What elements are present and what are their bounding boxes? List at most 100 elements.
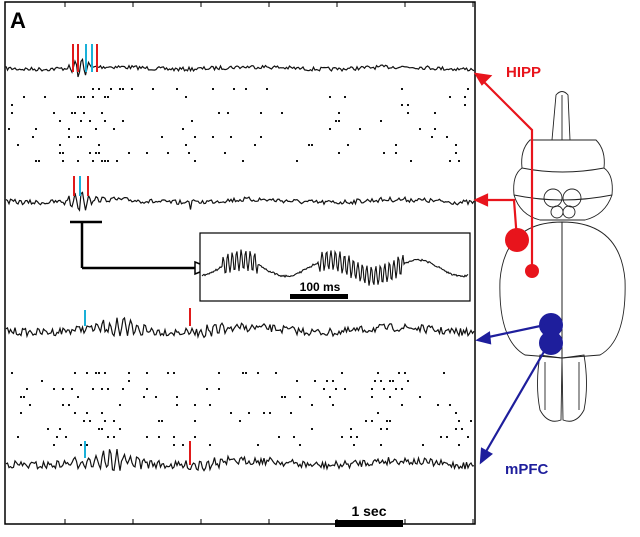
hipp-spike	[329, 128, 331, 130]
hipp-spike	[161, 136, 163, 138]
mpfc-spike	[299, 444, 301, 446]
inset-frame	[199, 232, 471, 302]
hipp-spike	[131, 88, 133, 90]
hipp-spike	[59, 144, 61, 146]
hipp-spike	[77, 160, 79, 162]
mpfc-spike	[377, 412, 379, 414]
mpfc-spike	[95, 372, 97, 374]
hipp-spike	[212, 136, 214, 138]
hipp-spike	[95, 152, 97, 154]
mpfc-spike	[101, 412, 103, 414]
mpfc-spike	[455, 412, 457, 414]
mpfc-spike	[293, 436, 295, 438]
hipp-spike	[434, 112, 436, 114]
mpfc-spike	[332, 404, 334, 406]
hipp-spike	[431, 136, 433, 138]
time-scale-bar	[335, 520, 403, 527]
hipp-spike	[176, 88, 178, 90]
hipp-spike	[455, 152, 457, 154]
mpfc-spike	[380, 428, 382, 430]
mpfc-spike	[404, 372, 406, 374]
inset-trace	[201, 249, 469, 286]
mpfc-spike	[401, 388, 403, 390]
mpfc-spike	[194, 420, 196, 422]
hipp-spike	[359, 128, 361, 130]
hipp-spike	[92, 88, 94, 90]
mpfc-trace-1	[5, 316, 475, 339]
mpfc-spike	[329, 396, 331, 398]
mpfc-spike	[167, 372, 169, 374]
hipp-spike	[401, 104, 403, 106]
hipp-spike	[113, 128, 115, 130]
mpfc-arrows	[475, 323, 546, 465]
mpfc-spike	[113, 436, 115, 438]
mpfc-spike	[173, 372, 175, 374]
mpfc-spike	[104, 420, 106, 422]
hipp-spike	[92, 96, 94, 98]
hipp-spike	[116, 160, 118, 162]
mpfc-spike	[146, 388, 148, 390]
mpfc-spike	[92, 388, 94, 390]
hipp-spike	[218, 112, 220, 114]
mpfc-spike	[239, 420, 241, 422]
hipp-spike	[266, 88, 268, 90]
hipp-spike	[464, 104, 466, 106]
mpfc-spike	[311, 404, 313, 406]
hipp-spike	[395, 152, 397, 154]
hipp-spike	[68, 128, 70, 130]
hipp-spike	[338, 152, 340, 154]
hipp-spike	[344, 96, 346, 98]
mpfc-spike	[182, 444, 184, 446]
hipp-spike	[395, 144, 397, 146]
mpfc-spike	[173, 436, 175, 438]
inset-callout	[70, 220, 195, 270]
mpfc-spike	[218, 388, 220, 390]
hipp-spike	[74, 112, 76, 114]
hipp-spike	[401, 88, 403, 90]
mpfc-spike	[356, 436, 358, 438]
hipp-spike	[23, 96, 25, 98]
hipp-spike	[260, 112, 262, 114]
mpfc-spike	[326, 380, 328, 382]
hipp-spike	[80, 136, 82, 138]
mpfc-spike	[380, 380, 382, 382]
mpfc-spike	[353, 444, 355, 446]
hipp-spike	[152, 88, 154, 90]
mpfc-spike	[419, 396, 421, 398]
hipp-arrows	[473, 72, 534, 271]
mpfc-spike	[101, 428, 103, 430]
hipp-spike	[227, 112, 229, 114]
hipp-spike	[122, 88, 124, 90]
hipp-spike	[62, 152, 64, 154]
mpfc-spike	[119, 404, 121, 406]
hipp-spike	[347, 144, 349, 146]
hipp-spike	[35, 128, 37, 130]
hipp-spike	[17, 144, 19, 146]
mpfc-spike	[65, 436, 67, 438]
spike-rasters	[8, 88, 472, 446]
mpfc-spike	[446, 436, 448, 438]
lfp-traces	[5, 57, 475, 472]
mpfc-spike	[389, 420, 391, 422]
mpfc-spike	[86, 412, 88, 414]
hipp-spike	[188, 152, 190, 154]
mpfc-label: mPFC	[505, 461, 549, 478]
hipp-spike	[311, 144, 313, 146]
hipp-spike	[245, 88, 247, 90]
mpfc-spike	[458, 420, 460, 422]
mpfc-spike	[77, 396, 79, 398]
mpfc-spike	[41, 380, 43, 382]
hipp-spike	[464, 96, 466, 98]
mpfc-spike	[71, 388, 73, 390]
hipp-spike	[44, 96, 46, 98]
hipp-spike	[296, 160, 298, 162]
hipp-spike	[260, 136, 262, 138]
mpfc-spike	[299, 396, 301, 398]
mpfc-spike	[20, 412, 22, 414]
hipp-label: HIPP	[506, 64, 541, 81]
mpfc-spike	[443, 372, 445, 374]
mpfc-spike	[440, 436, 442, 438]
mpfc-spike	[98, 372, 100, 374]
mpfc-spike	[218, 372, 220, 374]
hipp-spike	[122, 120, 124, 122]
